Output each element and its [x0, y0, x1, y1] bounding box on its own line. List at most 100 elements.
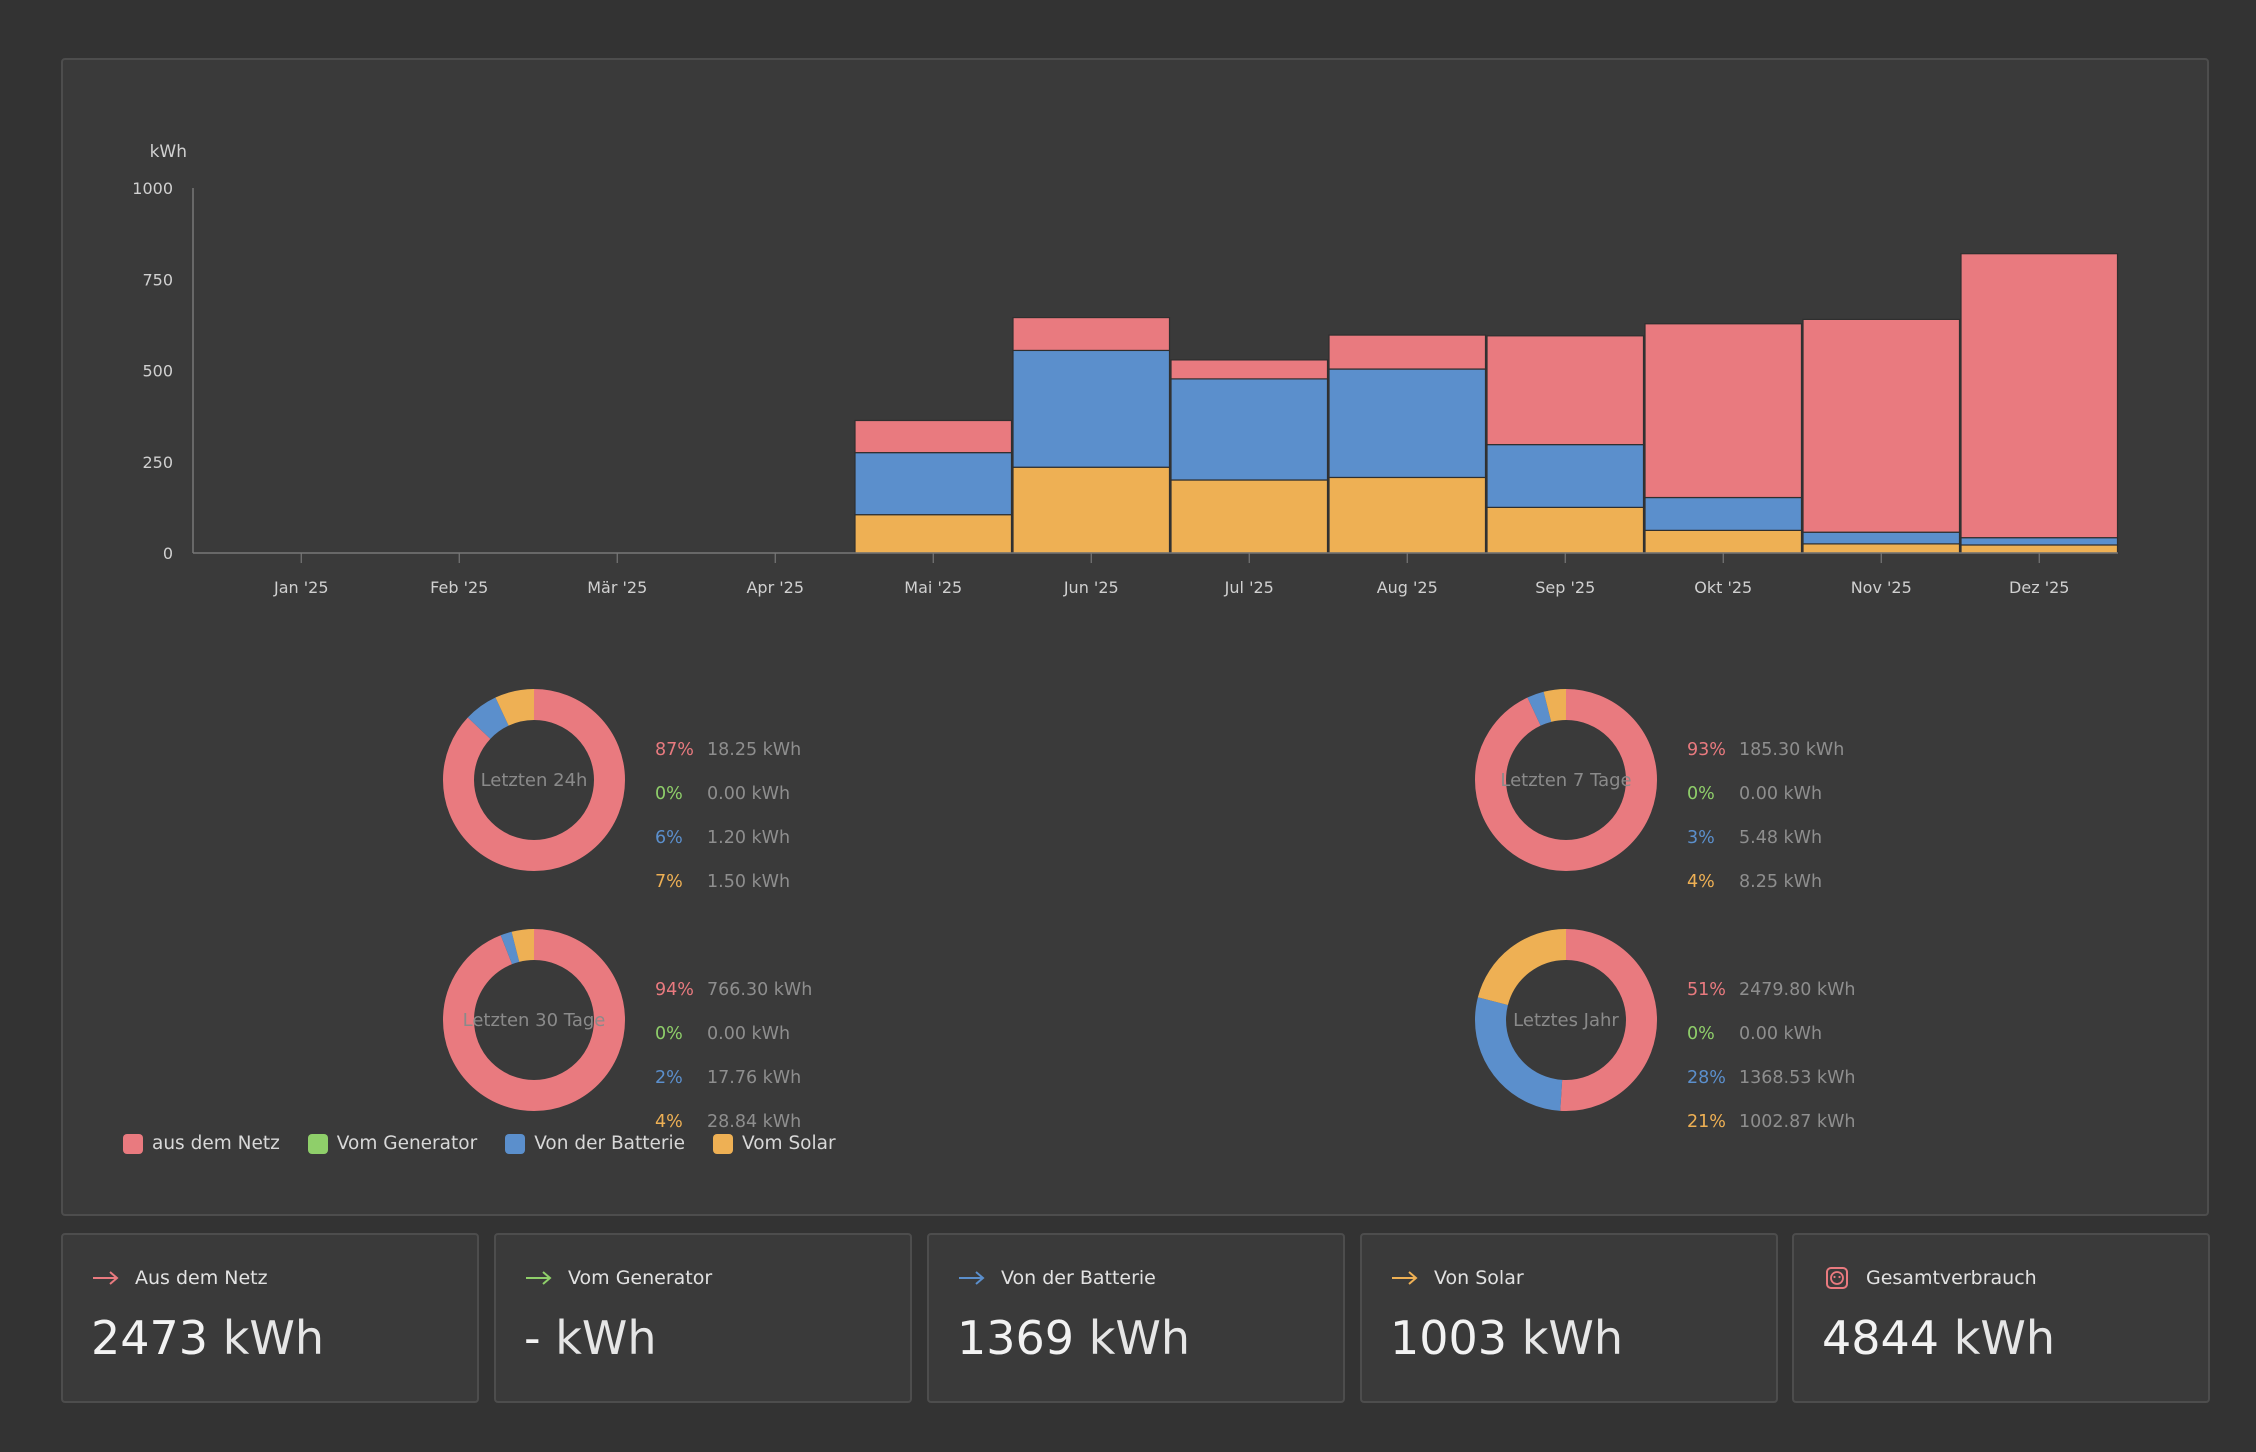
- energy-overview-panel: kWh 0 250 500 750 1000 Jan '25 Feb '25 Mär '25 Ap…: [61, 58, 2209, 1216]
- x-tick-label: Jan '25: [273, 578, 329, 597]
- card-value: 2473 kWh: [91, 1311, 324, 1365]
- arrow-right-icon: [524, 1268, 554, 1288]
- legend-item-battery[interactable]: Von der Batterie: [505, 1133, 685, 1154]
- donut-slice-solar[interactable]: [1475, 929, 1657, 1111]
- donut-legend-percent: 4%: [1687, 872, 1715, 892]
- legend-label: Vom Generator: [336, 1133, 478, 1154]
- bar-segment-solar[interactable]: [1644, 529, 1803, 554]
- donut-legend-percent: 28%: [1687, 1068, 1726, 1088]
- bar-segment-battery[interactable]: [1486, 443, 1645, 508]
- donut-legend-percent: 4%: [655, 1112, 683, 1132]
- donut-last-7-days: Letzten 7 Tage: [1473, 687, 1659, 873]
- donut-legend-value: 5.48 kWh: [1739, 828, 1823, 848]
- bar-segment-grid[interactable]: [1012, 316, 1171, 352]
- donut-last-year: Letztes Jahr: [1473, 927, 1659, 1113]
- donut-legend-percent: 93%: [1687, 740, 1726, 760]
- donut-legend-row-grid: 94% 766.30 kWh: [655, 968, 812, 1012]
- donut-slice-solar[interactable]: [443, 689, 625, 871]
- bar-segment-grid[interactable]: [1328, 334, 1487, 370]
- y-tick-label: 750: [142, 270, 173, 289]
- y-tick-label: 250: [142, 453, 173, 472]
- card-title: Von Solar: [1434, 1267, 1524, 1289]
- bar-segment-solar[interactable]: [1328, 476, 1487, 554]
- legend-swatch: [713, 1133, 733, 1154]
- donut-legend-value: 0.00 kWh: [1739, 1024, 1823, 1044]
- donut-legend-value: 28.84 kWh: [707, 1112, 802, 1132]
- x-tick-label: Mai '25: [904, 578, 962, 597]
- donut-legend-value: 1368.53 kWh: [1739, 1068, 1856, 1088]
- bar-segment-solar[interactable]: [1170, 479, 1329, 554]
- legend-item-solar[interactable]: Vom Solar: [713, 1133, 836, 1154]
- bar-segment-battery[interactable]: [1644, 496, 1803, 531]
- x-tick-label: Nov '25: [1851, 578, 1912, 597]
- bar-segment-grid[interactable]: [1170, 359, 1329, 380]
- bar-segment-battery[interactable]: [1328, 368, 1487, 479]
- donut-legend-percent: 7%: [655, 872, 683, 892]
- donut-legend-value: 8.25 kWh: [1739, 872, 1823, 892]
- arrow-right-icon: [957, 1268, 987, 1288]
- bar-segment-solar[interactable]: [854, 514, 1013, 554]
- arrow-right-icon: [91, 1268, 121, 1288]
- bar-segment-battery[interactable]: [1960, 537, 2119, 546]
- donut-legend-row-grid: 93% 185.30 kWh: [1687, 728, 1844, 772]
- bar-segment-battery[interactable]: [1802, 531, 1961, 545]
- legend-swatch: [123, 1133, 143, 1154]
- donut-last-30-days: Letzten 30 Tage: [441, 927, 627, 1113]
- card-value: 4844 kWh: [1822, 1311, 2055, 1365]
- legend-swatch: [307, 1133, 328, 1154]
- donut-legend-row-solar: 21% 1002.87 kWh: [1687, 1100, 1855, 1144]
- donut-legend-percent: 51%: [1687, 980, 1726, 1000]
- donut-legend-row-generator: 0% 0.00 kWh: [1687, 772, 1844, 816]
- card-value: 1003 kWh: [1390, 1311, 1623, 1365]
- donut-legend-row-generator: 0% 0.00 kWh: [655, 1012, 812, 1056]
- donut-legend-row-solar: 4% 28.84 kWh: [655, 1100, 812, 1144]
- donut-chart: [443, 929, 625, 1111]
- card-title: Aus dem Netz: [135, 1267, 268, 1289]
- bar-segment-solar[interactable]: [1802, 543, 1961, 554]
- donut-legend-row-battery: 2% 17.76 kWh: [655, 1056, 812, 1100]
- donut-legend-percent: 0%: [655, 784, 683, 804]
- legend-item-grid[interactable]: aus dem Netz: [123, 1133, 280, 1154]
- bar-segment-battery[interactable]: [854, 452, 1013, 516]
- bar-segment-battery[interactable]: [1012, 349, 1171, 468]
- bar-segment-grid[interactable]: [1486, 335, 1645, 446]
- donut-legend-row-grid: 87% 18.25 kWh: [655, 728, 801, 772]
- donut-legend-row-generator: 0% 0.00 kWh: [655, 772, 801, 816]
- legend-label: Von der Batterie: [534, 1133, 685, 1154]
- bar-segment-grid[interactable]: [1802, 318, 1961, 533]
- donut-legend-value: 1002.87 kWh: [1739, 1112, 1856, 1132]
- donut-legend-last-30-days: 94% 766.30 kWh 0% 0.00 kWh 2% 17.76 kWh 4% 28.8…: [655, 968, 812, 1144]
- donut-legend-value: 0.00 kWh: [707, 1024, 791, 1044]
- legend-label: aus dem Netz: [152, 1133, 280, 1154]
- donut-center-label: Letzten 24h: [480, 769, 588, 791]
- chart-legend: aus dem Netz Vom Generator Von der Batte…: [123, 1133, 864, 1154]
- donut-legend-last-year: 51% 2479.80 kWh 0% 0.00 kWh 28% 1368.53 kWh 21…: [1687, 968, 1855, 1144]
- donut-slice-battery[interactable]: [1475, 929, 1657, 1111]
- power-outlet-icon: [1822, 1267, 1852, 1289]
- donut-legend-value: 0.00 kWh: [1739, 784, 1823, 804]
- donut-legend-value: 766.30 kWh: [707, 980, 813, 1000]
- donut-center-label: Letzten 7 Tage: [1500, 769, 1632, 791]
- card-total-consumption: Gesamtverbrauch 4844 kWh: [1792, 1233, 2210, 1403]
- bar-segment-grid[interactable]: [854, 419, 1013, 454]
- bar-segment-solar[interactable]: [1960, 544, 2119, 554]
- x-tick-label: Okt '25: [1694, 578, 1752, 597]
- legend-swatch: [505, 1133, 526, 1154]
- monthly-consumption-chart: kWh 0 250 500 750 1000 Jan '25 Feb '25 Mär '25 Ap…: [132, 142, 2119, 597]
- donut-slice-solar[interactable]: [1475, 689, 1657, 871]
- bar-segment-grid[interactable]: [1960, 253, 2119, 539]
- bar-segment-grid[interactable]: [1644, 323, 1803, 499]
- donut-legend-row-generator: 0% 0.00 kWh: [1687, 1012, 1855, 1056]
- y-tick-label: 0: [163, 544, 173, 563]
- donut-slice-solar[interactable]: [443, 929, 625, 1111]
- donut-legend-percent: 3%: [1687, 828, 1715, 848]
- donut-legend-row-battery: 3% 5.48 kWh: [1687, 816, 1844, 860]
- donut-legend-value: 185.30 kWh: [1739, 740, 1845, 760]
- legend-item-generator[interactable]: Vom Generator: [307, 1133, 478, 1154]
- donut-legend-value: 0.00 kWh: [707, 784, 791, 804]
- bar-segment-solar[interactable]: [1012, 466, 1171, 554]
- bar-segment-battery[interactable]: [1170, 378, 1329, 481]
- card-value: 1369 kWh: [957, 1311, 1190, 1365]
- bar-segment-solar[interactable]: [1486, 506, 1645, 554]
- donut-legend-value: 1.20 kWh: [707, 828, 791, 848]
